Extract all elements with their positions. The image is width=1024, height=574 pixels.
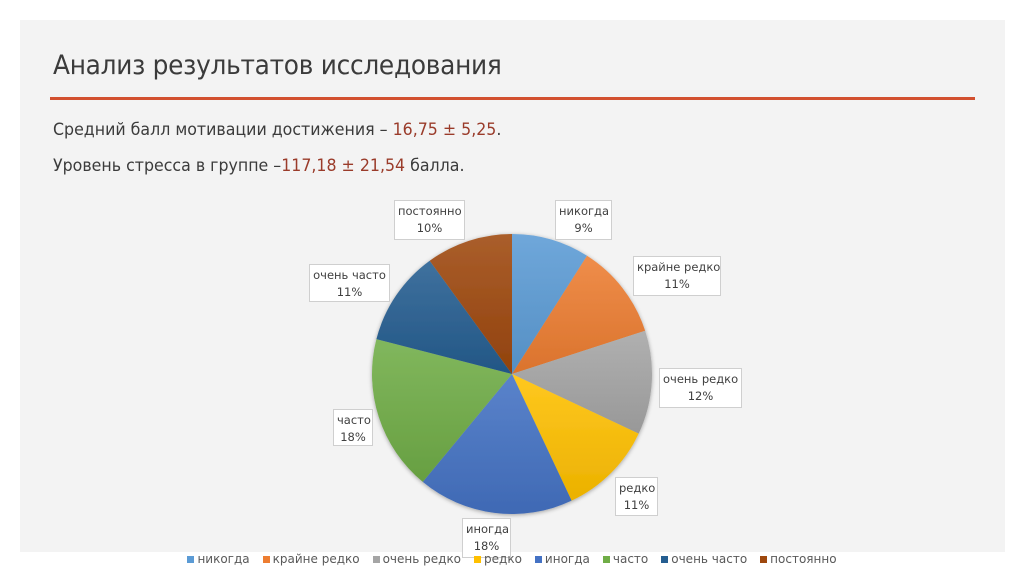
data-label-percent: 12% [687, 389, 714, 403]
legend-swatch-icon [262, 555, 270, 563]
data-label-category: очень редко [663, 372, 739, 386]
legend-swatch-icon [602, 555, 610, 563]
title-divider [50, 97, 975, 100]
pie-slices [372, 234, 653, 515]
legend-label: крайне редко [272, 552, 360, 566]
data-label-category: очень часто [313, 268, 386, 282]
legend-label: очень часто [671, 552, 748, 566]
data-label-category: иногда [466, 522, 510, 536]
legend-swatch-icon [187, 555, 195, 563]
pie-slice [422, 374, 572, 515]
data-label: часто 18% [333, 409, 373, 446]
pie-slice [512, 255, 646, 374]
legend-label: постоянно [770, 552, 837, 566]
data-label-category: никогда [559, 204, 610, 218]
legend-label: иногда [544, 552, 590, 566]
legend-swatch-icon [534, 555, 542, 563]
legend-swatch-icon [474, 555, 482, 563]
stress-level-line: Уровень стресса в группе –117,18 ± 21,54… [53, 156, 464, 176]
data-label: постоянно 10% [394, 200, 465, 240]
data-label-category: часто [337, 413, 371, 427]
page-title: Анализ результатов исследования [53, 50, 502, 81]
legend-item: очень редко [372, 552, 462, 566]
data-label-category: редко [619, 481, 656, 495]
data-label-percent: 10% [416, 221, 443, 235]
legend-item: постоянно [760, 552, 837, 566]
pie-slice [429, 234, 512, 374]
legend-label: очень редко [382, 552, 462, 566]
legend-item: крайне редко [262, 552, 360, 566]
pie-slice [512, 374, 639, 501]
pie-slice [376, 260, 512, 374]
data-label: редко 11% [615, 477, 658, 516]
data-label: никогда 9% [555, 200, 612, 240]
pie-slice [512, 234, 588, 374]
data-label-percent: 11% [336, 285, 363, 299]
motivation-label: Средний балл мотивации достижения – [53, 120, 393, 140]
pie-slice [512, 330, 653, 434]
legend-swatch-icon [661, 555, 669, 563]
data-label-percent: 9% [574, 221, 593, 235]
data-label-percent: 18% [340, 430, 366, 444]
data-label-percent: 18% [473, 539, 500, 553]
chart-legend: никогда крайне редко очень редко редко иногд… [0, 550, 1024, 568]
data-label: очень часто 11% [309, 264, 390, 302]
pie-slice [372, 339, 512, 482]
legend-item: иногда [534, 552, 590, 566]
legend-item: часто [602, 552, 649, 566]
legend-label: никогда [197, 552, 250, 566]
data-label-percent: 11% [664, 277, 690, 291]
legend-item: никогда [187, 552, 250, 566]
stress-suffix: балла. [405, 156, 465, 176]
stress-label: Уровень стресса в группе – [53, 156, 282, 176]
legend-item: редко [474, 552, 522, 566]
data-label-percent: 11% [623, 498, 650, 512]
motivation-value: 16,75 ± 5,25 [392, 120, 497, 140]
legend-item: очень часто [661, 552, 747, 566]
legend-swatch-icon [372, 555, 380, 563]
data-label: иногда 18% [462, 518, 511, 558]
legend-label: редко [484, 552, 522, 566]
data-label-category: крайне редко [637, 260, 721, 274]
data-label: крайне редко 11% [633, 256, 721, 296]
motivation-score-line: Средний балл мотивации достижения – 16,7… [53, 120, 501, 140]
legend-label: часто [612, 552, 649, 566]
legend-swatch-icon [760, 555, 768, 563]
stress-value: 117,18 ± 21,54 [281, 156, 406, 176]
data-label-category: постоянно [398, 204, 462, 218]
motivation-suffix: . [496, 120, 502, 140]
data-label: очень редко 12% [659, 368, 742, 408]
